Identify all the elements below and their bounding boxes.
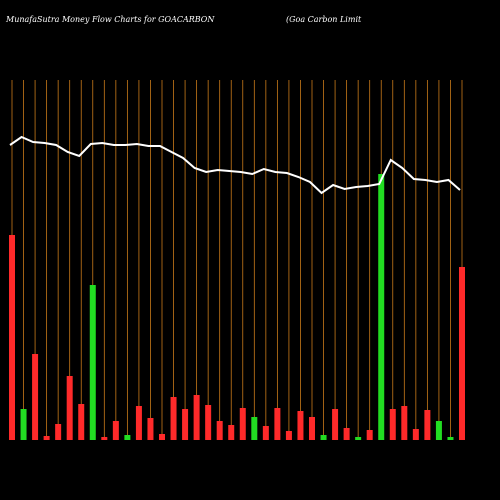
bar <box>182 409 189 440</box>
bar <box>9 235 15 440</box>
bar <box>262 426 269 440</box>
bar <box>459 267 465 440</box>
bar <box>170 397 177 440</box>
bar <box>228 425 235 440</box>
bar <box>124 435 131 440</box>
bar <box>20 409 27 440</box>
bar <box>43 436 50 440</box>
bar <box>412 429 419 440</box>
bar <box>78 404 85 440</box>
bar <box>205 405 212 440</box>
bar <box>135 406 142 440</box>
bar <box>447 437 454 440</box>
bar <box>332 409 339 440</box>
bar <box>343 428 350 440</box>
bar <box>309 417 315 440</box>
bar <box>401 406 408 440</box>
bar <box>424 410 431 440</box>
bar <box>32 354 39 440</box>
chart-subtitle: (Goa Carbon Limit <box>286 15 362 24</box>
bar <box>216 421 223 440</box>
bar <box>378 174 385 440</box>
bar <box>355 437 362 440</box>
bar <box>239 408 246 440</box>
bar <box>193 395 200 440</box>
bar <box>66 376 73 440</box>
bar <box>112 421 119 440</box>
bar <box>101 437 108 440</box>
bar <box>285 431 292 440</box>
chart-title: MunafaSutra Money Flow Charts for GOACAR… <box>5 15 215 24</box>
bar <box>159 434 165 440</box>
bar <box>89 285 96 440</box>
bar <box>55 424 62 440</box>
bar <box>320 435 327 440</box>
bar <box>274 408 281 440</box>
bar <box>366 430 373 440</box>
price-line <box>9 135 461 195</box>
bar <box>389 409 396 440</box>
bar <box>435 421 442 440</box>
bar <box>251 417 258 440</box>
bar <box>297 411 304 440</box>
bar <box>147 418 154 440</box>
